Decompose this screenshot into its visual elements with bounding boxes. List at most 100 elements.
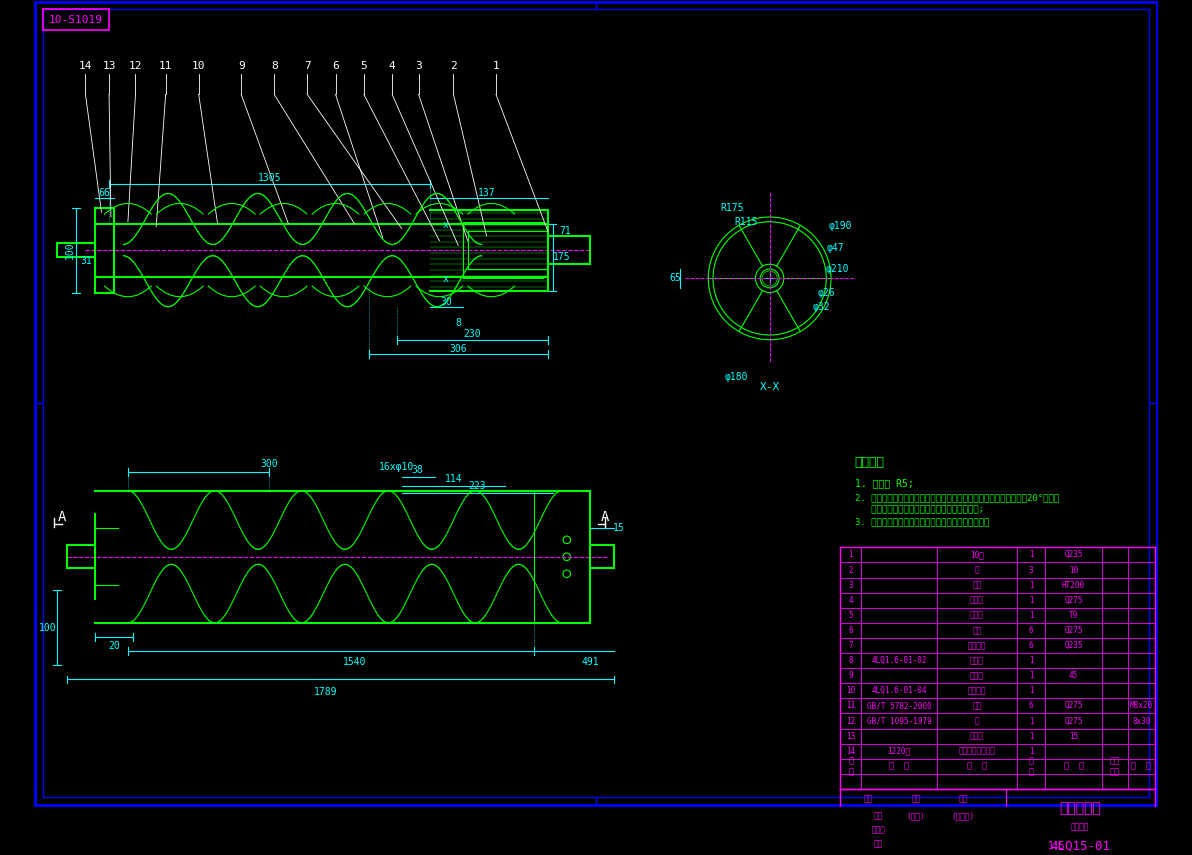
Text: 螺栓: 螺栓 <box>973 701 981 711</box>
Text: 7: 7 <box>304 61 311 71</box>
Text: 1: 1 <box>1029 610 1033 620</box>
Text: A: A <box>601 510 609 524</box>
Text: 12: 12 <box>846 716 856 726</box>
Text: 175: 175 <box>553 251 571 262</box>
Text: 1: 1 <box>1029 596 1033 604</box>
Text: x: x <box>443 274 449 285</box>
Text: 15: 15 <box>613 523 625 534</box>
Text: 13: 13 <box>846 732 856 740</box>
Text: R115: R115 <box>734 217 758 227</box>
Text: 轴分套: 轴分套 <box>970 610 983 620</box>
Text: 1: 1 <box>1029 551 1033 559</box>
Text: 名  称: 名 称 <box>967 762 987 771</box>
Text: Q275: Q275 <box>1064 596 1082 604</box>
Text: 6: 6 <box>1029 626 1033 635</box>
Text: 材料标记: 材料标记 <box>1070 823 1089 831</box>
Text: Q275: Q275 <box>1064 716 1082 726</box>
Text: 序
号: 序 号 <box>849 757 853 776</box>
Text: 1: 1 <box>1029 671 1033 681</box>
Text: 1789: 1789 <box>315 687 337 697</box>
Text: 71: 71 <box>559 227 571 236</box>
Text: 7: 7 <box>849 641 853 650</box>
Text: 备  注: 备 注 <box>1131 762 1151 771</box>
Text: 2. 螺旋叶片焊接在滚筒上，叶片中途高端固定性等件，叶片螺旋角为20°，焊缝: 2. 螺旋叶片焊接在滚筒上，叶片中途高端固定性等件，叶片螺旋角为20°，焊缝 <box>855 492 1058 502</box>
Text: 1: 1 <box>849 551 853 559</box>
Text: φ26: φ26 <box>818 287 836 298</box>
Text: T9: T9 <box>1069 610 1078 620</box>
Text: 5: 5 <box>360 61 367 71</box>
Text: (年月日): (年月日) <box>951 811 975 820</box>
Text: 14: 14 <box>846 746 856 756</box>
Text: 工艺: 工艺 <box>874 840 883 848</box>
Text: Q275: Q275 <box>1064 626 1082 635</box>
Text: 1: 1 <box>1029 746 1033 756</box>
Text: 137: 137 <box>478 188 496 198</box>
Text: 38: 38 <box>411 465 423 475</box>
Text: 10: 10 <box>1069 565 1078 575</box>
Text: 1: 1 <box>492 61 499 71</box>
Text: φ180: φ180 <box>725 373 749 382</box>
Text: 30: 30 <box>440 297 452 307</box>
Text: 螺旋外壳: 螺旋外壳 <box>968 687 986 695</box>
Text: 6: 6 <box>1029 641 1033 650</box>
Text: 1540: 1540 <box>342 657 366 668</box>
Text: 单件
重量: 单件 重量 <box>1110 757 1120 776</box>
Text: 4LQ1.6-01-04: 4LQ1.6-01-04 <box>871 687 926 695</box>
Text: 键: 键 <box>975 565 979 575</box>
Text: 9: 9 <box>237 61 244 71</box>
Text: 491: 491 <box>582 657 600 668</box>
Text: 轴承: 轴承 <box>973 581 981 590</box>
Text: 1: 1 <box>1029 716 1033 726</box>
Text: 1: 1 <box>1029 581 1033 590</box>
Text: 技术要求: 技术要求 <box>855 456 884 469</box>
Text: 66: 66 <box>99 188 110 198</box>
Text: 螺旋叶片: 螺旋叶片 <box>968 641 986 650</box>
Text: 材  料: 材 料 <box>1063 762 1084 771</box>
Text: M8x20: M8x20 <box>1130 701 1153 711</box>
Text: x: x <box>443 220 449 230</box>
Text: 代  号: 代 号 <box>889 762 909 771</box>
Text: 114: 114 <box>445 475 462 485</box>
Text: 100: 100 <box>64 241 74 259</box>
Text: 230: 230 <box>464 329 482 339</box>
Text: φ47: φ47 <box>827 243 844 253</box>
Text: 3: 3 <box>415 61 422 71</box>
Text: 拟制: 拟制 <box>864 794 874 803</box>
Text: 14: 14 <box>79 61 92 71</box>
Text: φ190: φ190 <box>828 221 852 232</box>
Text: 12: 12 <box>129 61 142 71</box>
Text: 5: 5 <box>849 610 853 620</box>
Text: X-X: X-X <box>759 382 780 392</box>
Text: 4LQ1.6-01-02: 4LQ1.6-01-02 <box>871 656 926 665</box>
Text: 标准化: 标准化 <box>871 825 886 834</box>
Text: 8: 8 <box>271 61 278 71</box>
Text: 31: 31 <box>81 256 92 267</box>
Text: 10钢: 10钢 <box>970 551 983 559</box>
Text: 8: 8 <box>849 656 853 665</box>
Text: 11: 11 <box>846 701 856 711</box>
Text: 2: 2 <box>849 565 853 575</box>
Text: 1: 1 <box>1029 687 1033 695</box>
Text: 4: 4 <box>389 61 396 71</box>
Text: 2: 2 <box>451 61 457 71</box>
Text: Q235: Q235 <box>1064 641 1082 650</box>
Text: GB/T 1095-1979: GB/T 1095-1979 <box>867 716 931 726</box>
Text: φ32: φ32 <box>813 302 831 312</box>
Text: 16xφ10: 16xφ10 <box>379 463 415 472</box>
Text: 306: 306 <box>449 345 467 354</box>
Text: 叶片: 叶片 <box>973 626 981 635</box>
Text: 300: 300 <box>261 459 278 469</box>
Text: 9: 9 <box>849 671 853 681</box>
Text: 轴端盖: 轴端盖 <box>970 732 983 740</box>
Text: 15: 15 <box>1069 732 1078 740</box>
Text: Q275: Q275 <box>1064 701 1082 711</box>
Text: 量筒螺旋叶片固定: 量筒螺旋叶片固定 <box>958 746 995 756</box>
Text: 45: 45 <box>1069 671 1078 681</box>
Text: 1220钢: 1220钢 <box>887 746 911 756</box>
Text: 3: 3 <box>1029 565 1033 575</box>
Text: 批准: 批准 <box>958 794 968 803</box>
Text: 1: 1 <box>1029 732 1033 740</box>
Text: 右轴管: 右轴管 <box>970 596 983 604</box>
Text: 11: 11 <box>159 61 173 71</box>
Text: 数
量: 数 量 <box>1029 757 1033 776</box>
